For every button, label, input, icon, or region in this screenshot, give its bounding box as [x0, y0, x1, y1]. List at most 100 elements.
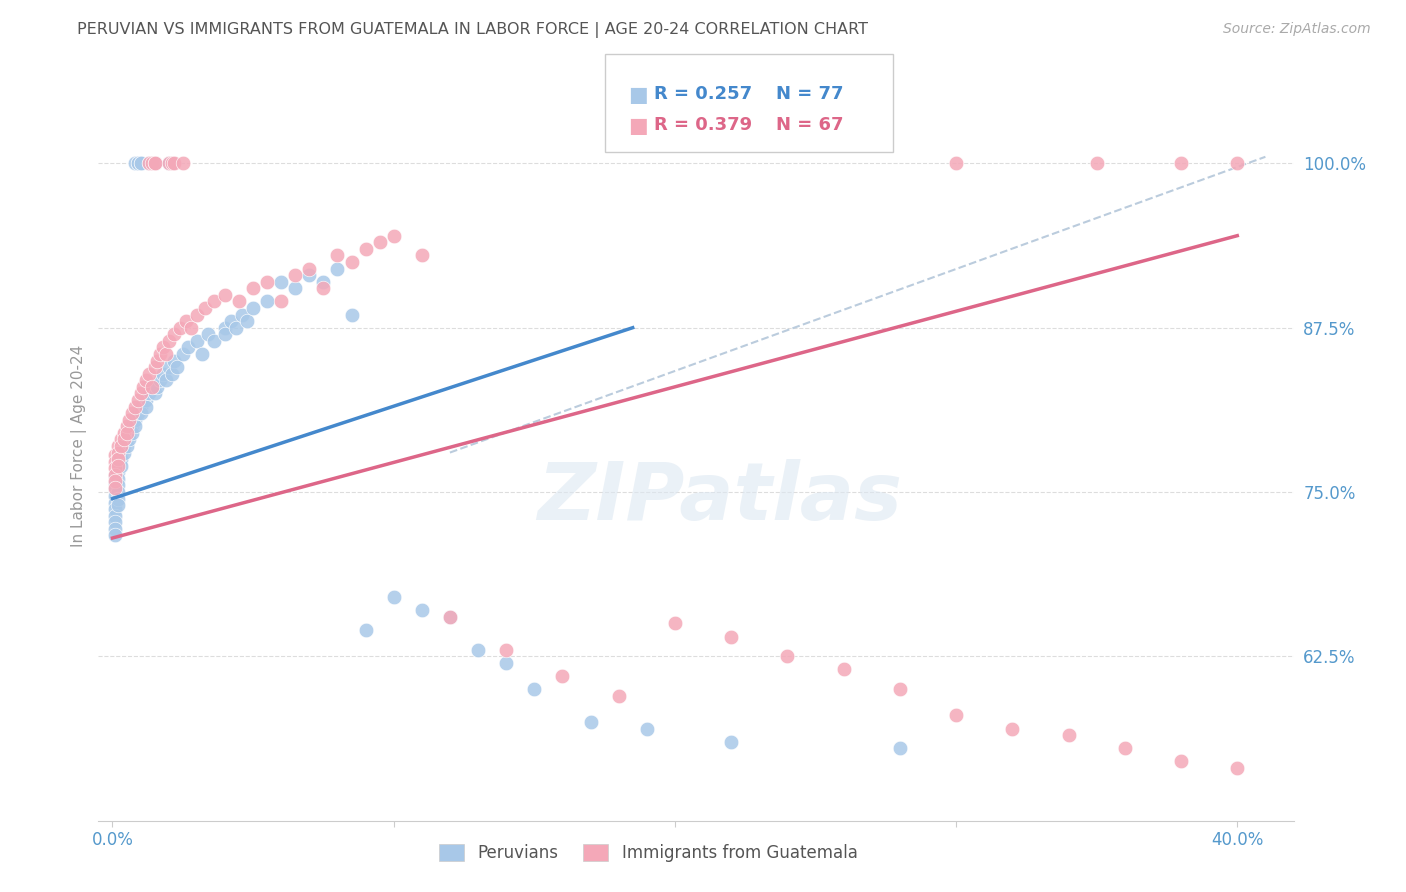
Point: [1170, 156, 1192, 170]
Point: [107, 498, 129, 512]
Point: [160, 156, 183, 170]
Point: [945, 156, 967, 170]
Point: [124, 419, 146, 434]
Point: [104, 455, 127, 469]
Point: [143, 156, 166, 170]
Point: [107, 445, 129, 459]
Point: [107, 458, 129, 473]
Point: [143, 386, 166, 401]
Point: [104, 489, 127, 503]
Point: [115, 419, 138, 434]
Point: [236, 314, 259, 328]
Point: [141, 380, 163, 394]
Point: [107, 478, 129, 492]
Point: [523, 682, 546, 697]
Point: [112, 433, 135, 447]
Point: [284, 268, 307, 282]
Point: [157, 360, 180, 375]
Point: [104, 515, 127, 529]
Point: [832, 663, 855, 677]
Point: [146, 353, 169, 368]
Point: [284, 281, 307, 295]
Point: [228, 294, 250, 309]
Point: [124, 413, 146, 427]
Point: [889, 741, 911, 756]
Point: [202, 334, 225, 348]
Point: [118, 413, 141, 427]
Point: [112, 445, 135, 459]
Text: N = 67: N = 67: [776, 116, 844, 134]
Point: [202, 294, 225, 309]
Point: [118, 425, 141, 440]
Point: [141, 380, 163, 394]
Point: [107, 439, 129, 453]
Point: [143, 156, 166, 170]
Point: [157, 156, 180, 170]
Point: [169, 320, 191, 334]
Point: [180, 320, 202, 334]
Point: [163, 156, 186, 170]
Point: [172, 347, 194, 361]
Point: [107, 458, 129, 473]
Point: [160, 367, 183, 381]
Point: [104, 528, 127, 542]
Point: [141, 156, 163, 170]
Point: [439, 610, 461, 624]
Point: [115, 425, 138, 440]
Point: [495, 656, 517, 670]
Point: [118, 433, 141, 447]
Point: [382, 228, 405, 243]
Point: [298, 261, 321, 276]
Point: [1114, 741, 1136, 756]
Point: [1226, 156, 1249, 170]
Point: [135, 373, 157, 387]
Point: [720, 735, 742, 749]
Point: [312, 281, 335, 295]
Point: [129, 156, 152, 170]
Point: [143, 360, 166, 375]
Point: [110, 452, 132, 467]
Point: [138, 367, 160, 381]
Point: [152, 367, 174, 381]
Point: [129, 400, 152, 414]
Point: [104, 461, 127, 475]
Point: [163, 353, 186, 368]
Text: N = 77: N = 77: [776, 85, 844, 103]
Point: [382, 590, 405, 604]
Point: [163, 327, 186, 342]
Point: [298, 268, 321, 282]
Point: [155, 373, 177, 387]
Point: [411, 248, 433, 262]
Point: [121, 406, 143, 420]
Point: [194, 301, 217, 315]
Point: [326, 248, 349, 262]
Point: [172, 156, 194, 170]
Point: [104, 502, 127, 516]
Point: [124, 156, 146, 170]
Point: [121, 419, 143, 434]
Point: [270, 294, 292, 309]
Point: [270, 275, 292, 289]
Point: [135, 392, 157, 407]
Point: [107, 472, 129, 486]
Point: [197, 327, 219, 342]
Point: [186, 334, 208, 348]
Point: [104, 469, 127, 483]
Text: ■: ■: [628, 85, 648, 104]
Point: [256, 275, 278, 289]
Point: [112, 425, 135, 440]
Point: [186, 308, 208, 322]
Point: [177, 340, 200, 354]
Point: [191, 347, 214, 361]
Point: [1226, 761, 1249, 775]
Point: [214, 320, 236, 334]
Point: [214, 327, 236, 342]
Point: [152, 340, 174, 354]
Point: [127, 392, 149, 407]
Point: [368, 235, 391, 250]
Point: [664, 616, 686, 631]
Point: [174, 314, 197, 328]
Point: [256, 294, 278, 309]
Point: [636, 722, 658, 736]
Point: [104, 495, 127, 509]
